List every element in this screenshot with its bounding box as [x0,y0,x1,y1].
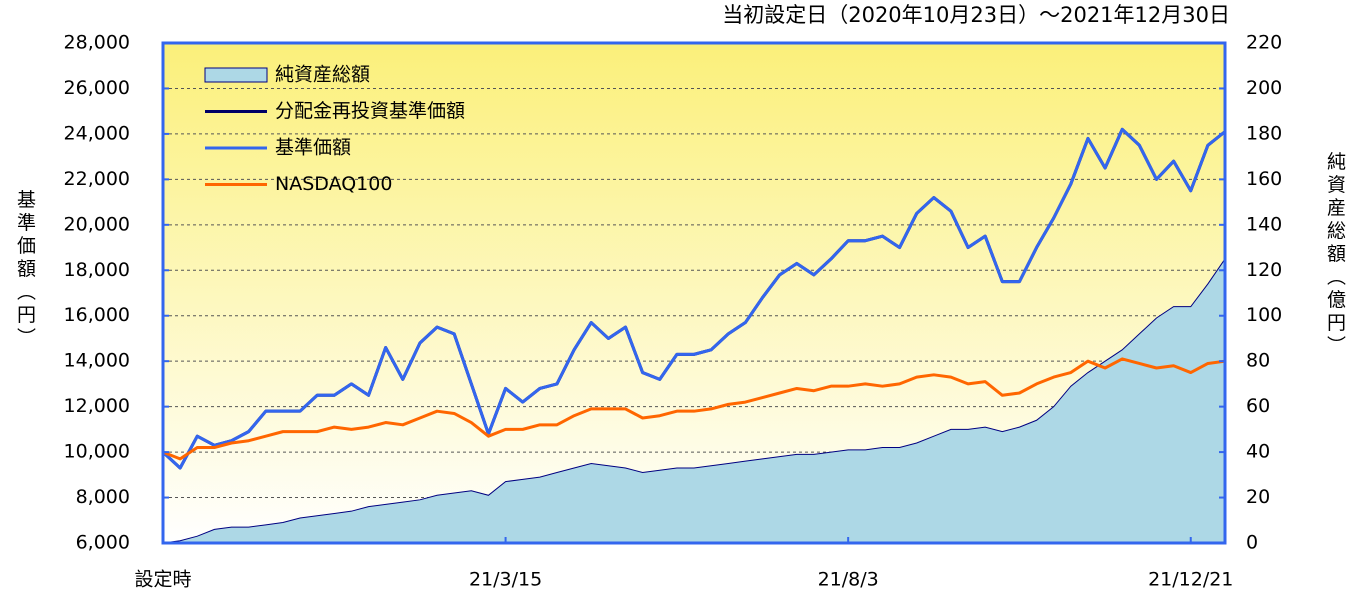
y2-tick-label: 140 [1246,213,1282,235]
y-tick-label: 8,000 [76,486,130,508]
plot-frame [161,41,1227,545]
area [163,258,1225,543]
y-tick-label: 12,000 [64,395,130,417]
y2-tick-label: 160 [1246,168,1282,190]
y-tick-label: 6,000 [76,532,130,554]
x-tick-label: 21/12/21 [1148,569,1233,591]
y2-tick-label: 60 [1246,395,1270,417]
line [161,127,1226,470]
y2-tick-label: 80 [1246,350,1270,372]
y-tick-label: 16,000 [64,304,130,326]
legend-label: NASDAQ100 [275,173,392,195]
y-tick-label: 26,000 [64,77,130,99]
legend-label: 分配金再投資基準価額 [275,100,465,122]
y-tick-label: 28,000 [64,32,130,54]
area-outline [162,258,1226,544]
y-tick-label: 10,000 [64,441,130,463]
y2-axis-label: 純資産総額（億円） [1324,151,1346,358]
y-tick-label: 18,000 [64,259,130,281]
chart-title: 当初設定日（2020年10月23日）～2021年12月30日 [722,3,1230,27]
line [162,357,1226,461]
y2-tick-label: 180 [1246,122,1282,144]
legend-label: 純資産総額 [275,64,370,86]
x-tick-label: 設定時 [134,569,191,591]
y2-tick-label: 200 [1246,77,1282,99]
legend-swatch [204,67,268,83]
y-tick-label: 14,000 [64,350,130,372]
y-axis-label: 基準価額（円） [14,189,36,350]
y-tick-label: 20,000 [64,213,130,235]
y2-tick-label: 220 [1246,32,1282,54]
x-tick-label: 21/8/3 [818,569,879,591]
y2-tick-label: 120 [1246,259,1282,281]
y2-tick-label: 0 [1246,532,1258,554]
legend-label: 基準価額 [275,137,351,159]
y-tick-label: 24,000 [64,122,130,144]
y2-tick-label: 40 [1246,441,1270,463]
y2-tick-label: 20 [1246,486,1270,508]
y-tick-label: 22,000 [64,168,130,190]
x-tick-label: 21/3/15 [469,569,542,591]
y2-tick-label: 100 [1246,304,1282,326]
